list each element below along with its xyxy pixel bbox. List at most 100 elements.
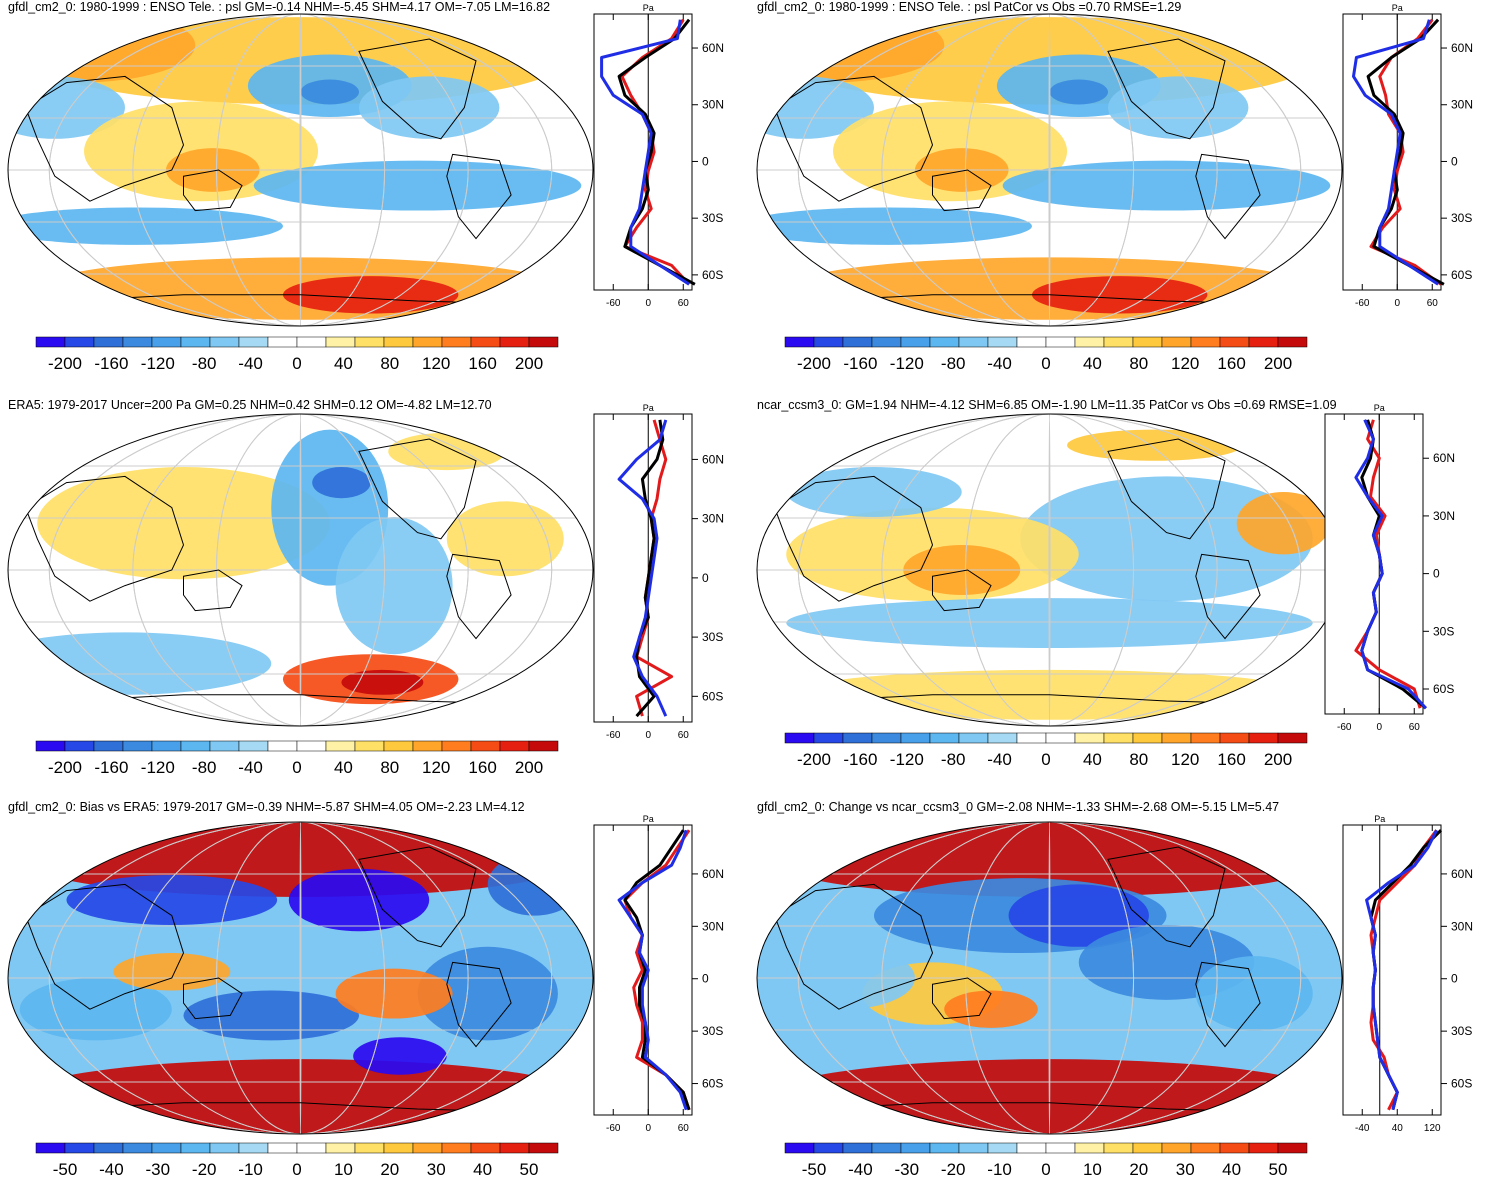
colorbar-label: 10 bbox=[334, 1160, 353, 1179]
colorbar-swatch bbox=[871, 336, 902, 348]
colorbar-swatch bbox=[122, 336, 153, 348]
colorbar-label: 0 bbox=[1041, 750, 1050, 769]
profile-lat-label: 30N bbox=[702, 98, 724, 112]
colorbar-swatch bbox=[267, 740, 298, 752]
colorbar-label: 40 bbox=[334, 758, 353, 777]
colorbar-label: -120 bbox=[141, 354, 175, 373]
colorbar-swatch bbox=[122, 740, 153, 752]
colorbar-label: -160 bbox=[843, 750, 877, 769]
colorbar-label: -80 bbox=[941, 354, 966, 373]
colorbar-swatch bbox=[35, 740, 66, 752]
panel-title: ERA5: 1979-2017 Uncer=200 Pa GM=0.25 NHM… bbox=[8, 398, 492, 412]
colorbar-swatch bbox=[412, 336, 443, 348]
colorbar-label: 10 bbox=[1083, 1160, 1102, 1179]
colorbar-label: 40 bbox=[1083, 750, 1102, 769]
colorbar-swatch bbox=[151, 740, 182, 752]
colorbar-label: 50 bbox=[1269, 1160, 1288, 1179]
colorbar-label: 160 bbox=[1217, 750, 1245, 769]
colorbar-swatch bbox=[325, 336, 356, 348]
continent-outline bbox=[1107, 38, 1226, 140]
panel-gfdl-patcor: gfdl_cm2_0: 1980-1999 : ENSO Tele. : psl… bbox=[743, 0, 1486, 392]
colorbar-label: -40 bbox=[238, 354, 263, 373]
profile-lat-label: 30N bbox=[702, 919, 724, 933]
continent-outline bbox=[358, 846, 477, 948]
colorbar-label: 30 bbox=[427, 1160, 446, 1179]
field-anomaly-region bbox=[1002, 160, 1331, 211]
colorbar-swatch bbox=[958, 336, 989, 348]
colorbar-swatch bbox=[1277, 1142, 1308, 1154]
colorbar-label: 160 bbox=[468, 758, 496, 777]
colorbar-swatch bbox=[1045, 732, 1076, 744]
colorbar-swatch bbox=[1045, 1142, 1076, 1154]
colorbar-swatch bbox=[842, 336, 873, 348]
colorbar-swatch bbox=[1277, 336, 1308, 348]
colorbar-swatch bbox=[238, 1142, 269, 1154]
panel-title: gfdl_cm2_0: Change vs ncar_ccsm3_0 GM=-2… bbox=[757, 800, 1280, 814]
colorbar-label: -80 bbox=[192, 758, 217, 777]
colorbar-swatch bbox=[958, 1142, 989, 1154]
field-anomaly-region bbox=[757, 207, 1032, 245]
panel-bias: gfdl_cm2_0: Bias vs ERA5: 1979-2017 GM=-… bbox=[0, 800, 743, 1192]
colorbar-label: -160 bbox=[94, 354, 128, 373]
profile-lat-label: 60S bbox=[702, 689, 723, 703]
colorbar-swatch bbox=[151, 1142, 182, 1154]
colorbar-swatch bbox=[209, 740, 240, 752]
profile-unit-label: Pa bbox=[1374, 403, 1385, 413]
colorbar-swatch bbox=[1219, 336, 1250, 348]
longitude-gridline bbox=[881, 414, 1218, 726]
profile-lat-label: 60N bbox=[1451, 867, 1473, 881]
colorbar-swatch bbox=[900, 336, 931, 348]
profile-lat-label: 60S bbox=[1451, 1077, 1472, 1091]
colorbar-swatch bbox=[93, 740, 124, 752]
field-anomaly-region bbox=[944, 990, 1038, 1028]
profile-lat-label: 60N bbox=[702, 452, 724, 466]
colorbar-label: -50 bbox=[802, 1160, 827, 1179]
colorbar-swatch bbox=[929, 1142, 960, 1154]
map-border bbox=[7, 821, 594, 1135]
profile-x-label: 0 bbox=[1376, 722, 1382, 733]
longitude-gridline bbox=[797, 14, 1302, 326]
colorbar-label: -10 bbox=[987, 1160, 1012, 1179]
colorbar-swatch bbox=[1074, 336, 1105, 348]
longitude-gridline bbox=[299, 822, 302, 1134]
colorbar-swatch bbox=[929, 336, 960, 348]
profile-x-label: 60 bbox=[1427, 298, 1439, 309]
colorbar-swatch bbox=[1103, 1142, 1134, 1154]
field-anomaly-region bbox=[388, 432, 506, 471]
colorbar-label: -40 bbox=[987, 750, 1012, 769]
colorbar-label: -160 bbox=[94, 758, 128, 777]
longitude-gridline bbox=[797, 414, 1302, 726]
profile-series-alt bbox=[617, 829, 688, 1111]
colorbar-swatch bbox=[1248, 732, 1279, 744]
colorbar-swatch bbox=[1219, 1142, 1250, 1154]
colorbar-swatch bbox=[1277, 732, 1308, 744]
profile-lat-label: 60S bbox=[1451, 268, 1472, 282]
profile-lat-label: 60N bbox=[1451, 41, 1473, 55]
profile-series-alt bbox=[617, 419, 668, 717]
zonal-profile: -40 40 120 Pa 60N 30N 0 30S 60S bbox=[1342, 814, 1473, 1134]
profile-frame bbox=[1342, 13, 1442, 291]
panel-era5: ERA5: 1979-2017 Uncer=200 Pa GM=0.25 NHM… bbox=[0, 398, 743, 790]
colorbar-swatch bbox=[441, 740, 472, 752]
colorbar-swatch bbox=[1161, 336, 1192, 348]
colorbar-swatch bbox=[987, 732, 1018, 744]
colorbar-label: 40 bbox=[334, 354, 353, 373]
map-border bbox=[756, 13, 1343, 327]
colorbar-swatch bbox=[470, 740, 501, 752]
profile-lat-label: 30S bbox=[702, 630, 723, 644]
profile-unit-label: Pa bbox=[1392, 3, 1403, 13]
field-anomaly-region bbox=[300, 79, 359, 105]
longitude-gridline bbox=[797, 822, 1302, 1134]
longitude-gridline bbox=[299, 14, 302, 326]
colorbar-swatch bbox=[813, 336, 844, 348]
colorbar-swatch bbox=[528, 336, 559, 348]
field-anomaly-region bbox=[1108, 76, 1249, 139]
profile-series-alt bbox=[1352, 19, 1439, 286]
colorbar-swatch bbox=[180, 336, 211, 348]
colorbar-label: 120 bbox=[1171, 354, 1199, 373]
colorbar-label: 40 bbox=[1222, 1160, 1241, 1179]
panel-graphics: -200 -160 -120 -80 -40 0 40 80 120 160 200 -60 0 60 Pa… bbox=[7, 3, 724, 373]
continent-outline bbox=[358, 38, 477, 140]
colorbar-swatch bbox=[987, 336, 1018, 348]
